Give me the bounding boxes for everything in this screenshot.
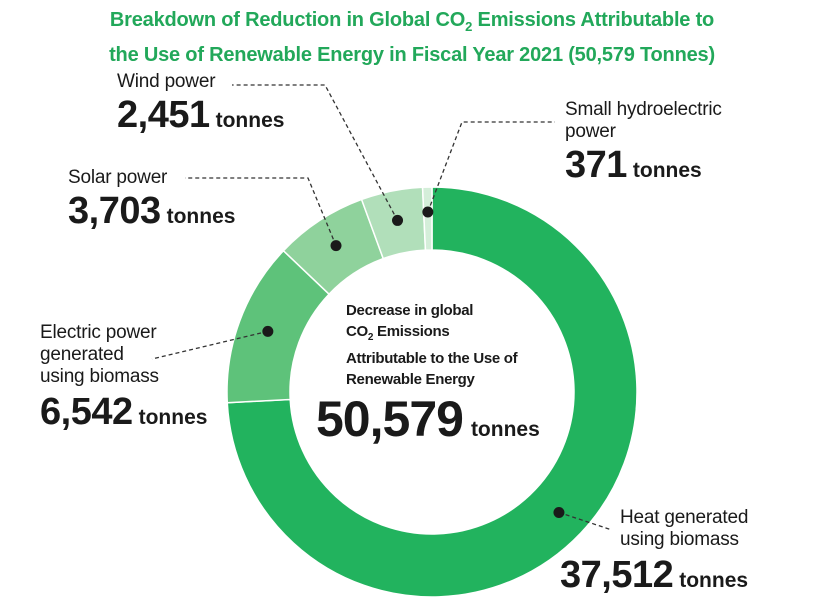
label-electric-biomass-name-2: generated [40, 344, 124, 365]
chart-title: Breakdown of Reduction in Global CO2 Emi… [0, 6, 824, 70]
center-line-2-sub: 2 [367, 332, 374, 343]
marker-dot-wind [392, 214, 404, 226]
leader-heat-biomass [558, 511, 613, 531]
value-heat-biomass: 37,512 tonnes [560, 553, 748, 597]
value-heat-biomass-number: 37,512 [560, 554, 674, 596]
title-line1: Breakdown of Reduction in Global CO [109, 9, 466, 31]
value-solar-number: 3,703 [68, 190, 161, 232]
leader-wind [232, 84, 399, 221]
center-total: 50,579 tonnes [316, 390, 540, 448]
label-wind-name: Wind power [117, 71, 216, 92]
label-solar: Solar power 3,703 tonnes [68, 167, 235, 233]
marker-dot-solar [330, 240, 342, 252]
label-electric-biomass: Electric power generated using biomass 6… [40, 322, 207, 434]
center-line-1: Decrease in global [346, 302, 474, 319]
title-line2: the Use of Renewable Energy in Fiscal Ye… [109, 44, 715, 66]
label-electric-biomass-name-3: using biomass [40, 366, 159, 387]
center-total-unit: tonnes [470, 418, 540, 441]
slice-small-hydro [421, 186, 433, 251]
slice-heat-biomass [226, 186, 638, 598]
label-small-hydro-name-1: Small hydroelectric [565, 99, 722, 120]
value-wind-unit: tonnes [215, 109, 285, 132]
marker-dot-electric-biomass [262, 325, 274, 337]
marker-dot-heat-biomass [553, 506, 565, 518]
label-heat-biomass-name-2: using biomass [620, 529, 739, 550]
center-line-2b: Emissions [373, 323, 450, 340]
value-small-hydro-number: 371 [565, 144, 627, 186]
value-electric-biomass-unit: tonnes [138, 406, 208, 429]
value-wind-number: 2,451 [117, 94, 210, 136]
value-heat-biomass-unit: tonnes [679, 569, 749, 592]
label-small-hydro: Small hydroelectric power 371 tonnes [565, 99, 722, 187]
value-small-hydro-unit: tonnes [632, 159, 702, 182]
center-line-3: Attributable to the Use of [346, 350, 518, 367]
label-electric-biomass-name-1: Electric power [40, 322, 157, 343]
leader-electric-biomass [151, 330, 268, 360]
marker-dot-small-hydro [422, 206, 434, 218]
label-wind: Wind power 2,451 tonnes [117, 71, 284, 137]
label-small-hydro-name-2: power [565, 121, 616, 142]
center-line-4: Renewable Energy [346, 371, 475, 388]
label-solar-name: Solar power [68, 167, 168, 188]
title-line1-end: Emissions Attributable to [472, 9, 715, 31]
value-solar-unit: tonnes [166, 205, 236, 228]
center-line-2a: CO [346, 323, 368, 340]
value-electric-biomass-number: 6,542 [40, 391, 133, 433]
center-total-number: 50,579 [316, 391, 464, 447]
leader-solar [185, 177, 337, 246]
label-heat-biomass-name-1: Heat generated [620, 507, 749, 528]
title-subscript: 2 [465, 19, 473, 34]
label-heat-biomass: Heat generated using biomass [620, 507, 748, 551]
center-caption: Decrease in global CO2 Emissions Attribu… [346, 300, 576, 390]
